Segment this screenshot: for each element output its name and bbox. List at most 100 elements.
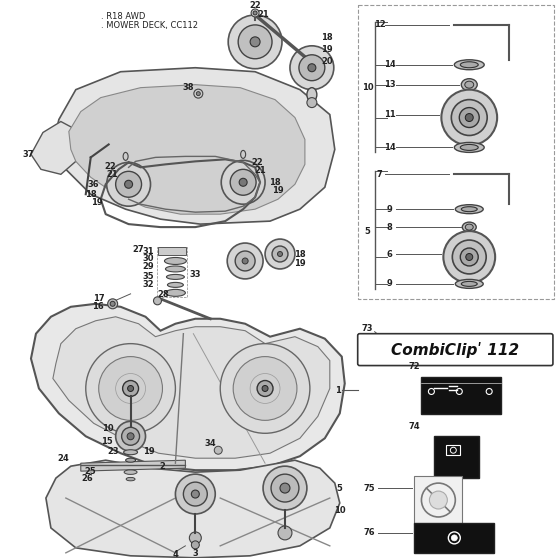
Circle shape: [110, 301, 115, 306]
Text: . R18 AWD: . R18 AWD: [101, 12, 145, 21]
Text: 4: 4: [172, 550, 178, 559]
Circle shape: [280, 483, 290, 493]
Text: 19: 19: [143, 447, 155, 456]
Text: 73: 73: [362, 324, 374, 333]
Circle shape: [253, 11, 257, 15]
Ellipse shape: [465, 81, 474, 88]
Text: 22: 22: [251, 158, 263, 167]
Circle shape: [444, 231, 495, 283]
Bar: [157, 247, 188, 297]
Circle shape: [214, 446, 222, 454]
Ellipse shape: [241, 151, 246, 158]
Text: 2: 2: [160, 461, 165, 470]
Text: 24: 24: [57, 454, 69, 463]
Ellipse shape: [461, 207, 477, 212]
Circle shape: [441, 90, 497, 146]
Text: 13: 13: [384, 80, 395, 89]
Text: 3: 3: [193, 549, 198, 558]
Text: 28: 28: [158, 290, 169, 300]
Circle shape: [251, 9, 259, 17]
Bar: [414, 476, 463, 524]
Text: 74: 74: [409, 422, 421, 431]
Circle shape: [228, 15, 282, 69]
Ellipse shape: [461, 281, 477, 286]
Circle shape: [271, 474, 299, 502]
Ellipse shape: [167, 282, 183, 287]
Circle shape: [122, 427, 139, 445]
Ellipse shape: [165, 258, 186, 264]
Circle shape: [221, 160, 265, 204]
Text: 75: 75: [364, 484, 375, 493]
Circle shape: [192, 541, 199, 549]
Ellipse shape: [454, 142, 484, 152]
Ellipse shape: [126, 477, 135, 481]
Circle shape: [265, 239, 295, 269]
Text: 14: 14: [384, 60, 395, 69]
Circle shape: [128, 385, 134, 391]
Polygon shape: [53, 317, 330, 458]
Circle shape: [230, 169, 256, 195]
Circle shape: [183, 482, 207, 506]
Circle shape: [257, 380, 273, 396]
Circle shape: [242, 258, 248, 264]
Circle shape: [189, 532, 201, 544]
Circle shape: [307, 97, 317, 108]
Text: CombiClipʹ 112: CombiClipʹ 112: [391, 342, 519, 358]
Bar: [435, 436, 479, 478]
Circle shape: [197, 92, 200, 96]
Ellipse shape: [454, 60, 484, 70]
Polygon shape: [31, 122, 76, 174]
Circle shape: [86, 344, 175, 433]
Circle shape: [127, 433, 134, 440]
Circle shape: [272, 246, 288, 262]
Circle shape: [192, 490, 199, 498]
Ellipse shape: [460, 62, 478, 68]
Text: 12: 12: [374, 20, 385, 30]
Circle shape: [220, 344, 310, 433]
Text: 19: 19: [91, 198, 102, 207]
Circle shape: [227, 243, 263, 279]
FancyBboxPatch shape: [358, 334, 553, 366]
Circle shape: [466, 254, 473, 260]
Text: 6: 6: [386, 250, 393, 259]
Text: 34: 34: [204, 438, 216, 448]
Ellipse shape: [463, 222, 476, 232]
Text: 9: 9: [387, 204, 393, 214]
Text: 16: 16: [92, 302, 104, 311]
Text: 21: 21: [107, 170, 119, 179]
Text: 5: 5: [337, 484, 343, 493]
Text: 10: 10: [334, 506, 346, 516]
Text: 72: 72: [409, 362, 421, 371]
Bar: [358, 5, 554, 299]
Text: 17: 17: [93, 295, 105, 304]
Ellipse shape: [124, 470, 137, 474]
Text: 18: 18: [269, 178, 281, 187]
Circle shape: [465, 114, 473, 122]
Polygon shape: [81, 460, 185, 471]
Ellipse shape: [123, 152, 128, 160]
Bar: [158, 247, 186, 255]
Circle shape: [308, 64, 316, 72]
Text: 15: 15: [101, 437, 113, 446]
Circle shape: [125, 180, 133, 188]
Circle shape: [451, 535, 458, 541]
Ellipse shape: [125, 458, 136, 462]
Circle shape: [194, 89, 203, 98]
Text: 18: 18: [85, 190, 96, 199]
Text: 10: 10: [102, 424, 114, 433]
Text: 38: 38: [183, 83, 194, 92]
Text: 32: 32: [143, 281, 155, 290]
Circle shape: [299, 55, 325, 81]
Ellipse shape: [465, 224, 473, 230]
Text: 20: 20: [321, 57, 333, 66]
Circle shape: [278, 251, 282, 256]
Circle shape: [233, 357, 297, 421]
Text: 18: 18: [294, 250, 306, 259]
Circle shape: [108, 299, 118, 309]
Circle shape: [116, 421, 146, 451]
Bar: [446, 445, 460, 455]
Circle shape: [116, 171, 142, 197]
Ellipse shape: [461, 79, 477, 91]
Text: 26: 26: [81, 474, 92, 483]
Text: . MOWER DECK, CC112: . MOWER DECK, CC112: [101, 21, 198, 30]
